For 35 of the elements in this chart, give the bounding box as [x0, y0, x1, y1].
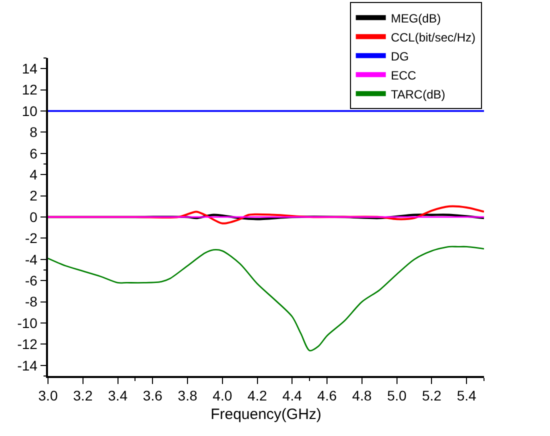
y-tick-label: -14: [17, 357, 38, 374]
y-tick-label: -4: [24, 251, 38, 268]
x-tick-label: 3.6: [142, 388, 163, 404]
x-axis-title: Frequency(GHz): [210, 406, 322, 424]
legend-label: TARC(dB): [390, 87, 446, 102]
x-tick-label: 3.4: [108, 388, 128, 404]
x-tick-label: 3.0: [38, 388, 58, 404]
legend-label: ECC: [390, 68, 416, 82]
y-tick-label: 12: [22, 82, 38, 98]
legend-label: MEG(dB): [390, 11, 441, 26]
x-tick-label: 4.8: [352, 388, 372, 404]
line-series: [48, 246, 484, 352]
x-tick-label: 3.8: [178, 388, 198, 404]
y-tick-label: 10: [22, 102, 38, 119]
y-tick-label: 14: [22, 60, 38, 76]
y-tick-label: 0: [30, 208, 38, 225]
x-tick-label: 4.0: [212, 388, 232, 404]
x-tick-label: 4.6: [317, 388, 337, 404]
x-tick-label: 4.4: [282, 388, 302, 404]
legend-label: CCL(bit/sec/Hz): [390, 30, 476, 44]
y-tick-label: -12: [17, 336, 38, 352]
y-tick-label: -2: [24, 230, 38, 246]
x-tick-label: 5.4: [456, 388, 476, 404]
legend-label: DG: [390, 49, 409, 64]
y-tick-label: -10: [17, 314, 38, 331]
y-tick-label: 4: [30, 166, 38, 182]
y-tick-label: 2: [30, 188, 38, 204]
x-tick-label: 5.0: [387, 388, 407, 404]
x-tick-label: 5.2: [422, 388, 442, 404]
y-tick-label: 8: [30, 124, 38, 140]
y-tick-label: 6: [30, 145, 38, 162]
y-tick-label: -8: [24, 294, 38, 310]
y-tick-label: -6: [24, 272, 38, 288]
x-tick-label: 3.2: [73, 388, 93, 404]
x-tick-label: 4.2: [248, 388, 268, 404]
